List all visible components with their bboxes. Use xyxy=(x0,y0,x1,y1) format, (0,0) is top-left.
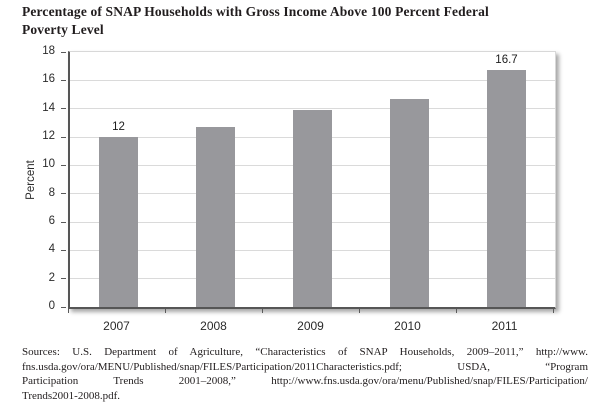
x-tick-label-2010: 2010 xyxy=(394,319,421,333)
y-tick-mark xyxy=(61,136,66,138)
x-tick-mark xyxy=(262,309,263,313)
bar-2011 xyxy=(487,70,526,307)
y-tick-mark xyxy=(61,221,66,223)
x-tick-mark xyxy=(165,309,166,313)
y-tick-label: 6 xyxy=(48,215,55,227)
x-tick-label-2008: 2008 xyxy=(200,319,227,333)
sources-line-1: Sources: U.S. Department of Agriculture,… xyxy=(22,346,588,358)
x-tick-mark xyxy=(553,309,554,313)
gridline-14 xyxy=(70,108,555,110)
y-tick-label: 18 xyxy=(42,45,55,57)
y-tick-label: 4 xyxy=(48,243,55,256)
bar-value-label-2011: 16.7 xyxy=(495,54,518,67)
figure-title-line1: Percentage of SNAP Households with Gross… xyxy=(22,4,489,19)
plot-area: 12 16.7 xyxy=(68,51,556,309)
sources-note: Sources: U.S. Department of Agriculture,… xyxy=(22,345,588,403)
y-tick-mark xyxy=(61,79,66,81)
y-tick-label: 10 xyxy=(42,158,55,171)
gridline-16 xyxy=(70,79,555,81)
y-tick-mark xyxy=(61,108,66,110)
bar-2007 xyxy=(99,137,138,307)
sources-line-4: Trends2001-2008.pdf. xyxy=(22,389,120,402)
x-tick-mark xyxy=(68,309,69,313)
y-tick-label: 2 xyxy=(48,271,55,284)
x-tick-label-2011: 2011 xyxy=(491,319,518,333)
y-tick-mark xyxy=(61,164,66,166)
y-tick-mark xyxy=(61,306,66,308)
x-tick-label-2007: 2007 xyxy=(103,319,130,333)
y-tick-mark xyxy=(61,278,66,280)
y-axis: 0 2 4 6 8 10 12 14 16 18 xyxy=(0,45,68,312)
bar-2009 xyxy=(293,110,332,307)
x-axis-ticks xyxy=(68,309,555,314)
y-tick-label: 0 xyxy=(48,300,55,312)
y-tick-label: 14 xyxy=(42,101,55,114)
y-tick-label: 8 xyxy=(48,186,55,199)
x-axis: 2007 2008 2009 2010 2011 xyxy=(68,319,553,335)
bar-2010 xyxy=(390,98,429,307)
y-tick-label: 16 xyxy=(42,73,55,86)
sources-line-3: Participation Trends 2001–2008,” http://… xyxy=(22,375,588,388)
bar-value-label-2007: 12 xyxy=(112,121,125,133)
figure-title: Percentage of SNAP Households with Gross… xyxy=(22,3,592,38)
sources-line-2: fns.usda.gov/ora/MENU/Published/snap/FIL… xyxy=(22,360,588,373)
y-tick-label: 12 xyxy=(42,130,55,142)
x-tick-label-2009: 2009 xyxy=(297,319,324,333)
y-tick-mark xyxy=(61,249,66,251)
y-tick-mark xyxy=(61,193,66,195)
x-tick-mark xyxy=(456,309,457,313)
figure-title-line2: Poverty Level xyxy=(22,21,104,37)
x-tick-mark xyxy=(359,309,360,313)
bar-chart: Percent 0 2 4 6 8 10 12 14 16 18 12 16.7 2007 2008 2… xyxy=(0,45,556,335)
y-tick-mark xyxy=(61,51,66,53)
bar-2008 xyxy=(196,127,235,307)
